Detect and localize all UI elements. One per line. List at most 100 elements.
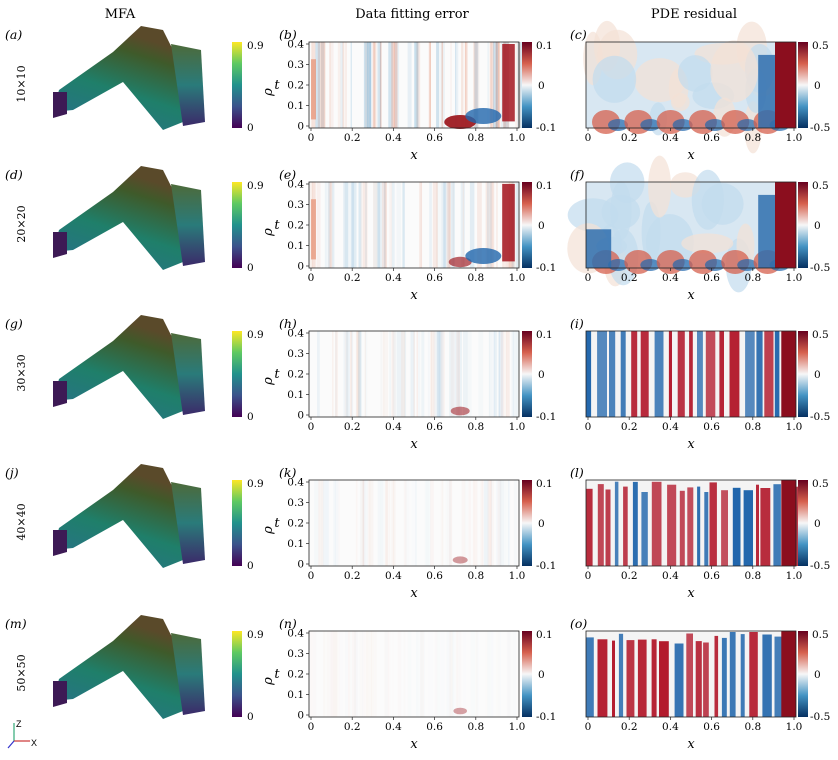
error-stripe [365,182,367,268]
residual-xtick-label: 1.0 [786,132,803,144]
residual-xtick-label: 0 [585,272,592,284]
residual-colorbar [798,631,808,717]
residual-stripe [756,331,763,417]
error-ytick-label: 0.2 [287,220,304,232]
error-stripe [492,331,496,417]
row-label: 30×30 [15,354,28,391]
error-edge-band [502,184,515,262]
error-stripe [477,182,482,268]
error-cbar-tick-mid: 0 [538,220,545,232]
error-stripe [491,480,493,566]
error-stripe [443,42,445,128]
residual-edge-band [775,182,796,268]
panel-label-mfa: (j) [5,465,19,480]
panel-label-error: (e) [279,167,296,182]
error-stripe [487,182,492,268]
error-stripe [513,182,517,268]
error-stripe [396,182,401,268]
error-stripe [464,42,467,128]
residual-cbar-tick-top: 0.5 [812,478,829,490]
error-stripe [391,42,395,128]
mfa-cbar-tick-top: 0.9 [247,629,264,641]
residual-corner [586,229,612,268]
mfa-surface [53,315,183,419]
error-ylabel: t [274,516,280,531]
error-stripe [358,331,362,417]
error-stripe [384,182,387,268]
error-stripe [496,42,500,128]
error-stripe [335,331,337,417]
error-stripe [410,331,411,417]
residual-cbar-tick-bottom: -0.5 [810,711,830,723]
error-stripe [487,631,490,717]
error-stripe [392,182,395,268]
residual-xlabel: x [687,586,695,601]
residual-stripe [618,633,624,717]
error-field-bg [309,331,519,417]
error-stripe [445,182,450,268]
error-stripe [420,631,424,717]
residual-xtick-label: 1.0 [786,570,803,582]
row-label: 10×10 [15,65,28,102]
error-stripe [488,331,493,417]
error-stripe [440,331,445,417]
error-stripe [414,331,415,417]
error-stripe [335,331,338,417]
residual-blob [634,58,686,103]
residual-stripe [721,490,728,566]
error-left-band [311,59,316,120]
residual-plot-frame [585,479,797,567]
mfa-cbar-tick-top: 0.9 [247,329,264,341]
mfa-base [53,381,67,407]
error-stripe [393,631,394,717]
error-xtick-label: 0.6 [426,132,443,144]
error-stripe [377,182,383,268]
error-stripe [315,42,321,128]
residual-stripe [764,331,774,417]
mfa-surface-fold [171,633,205,715]
residual-xtick-label: 0 [585,570,592,582]
residual-stripe [637,639,647,717]
error-xtick-label: 0.8 [467,132,484,144]
residual-xtick-label: 0.8 [744,721,761,733]
error-cbar-tick-bottom: -0.1 [536,411,556,423]
error-colorbar [522,480,532,566]
panel-label-mfa: (m) [5,616,27,631]
error-stripe [485,182,490,268]
error-stripe [411,331,415,417]
error-stripe [452,182,455,268]
error-stripe [358,182,361,268]
error-cbar-tick-bottom: -0.1 [536,262,556,274]
mfa-cbar-symbol: ρ [261,228,276,237]
figure-row: (g) (h) (i) 30×30 0.9 0 ρ 0.4 0.3 0.2 0.1 0 t 0 0.2 0.4… [5,315,830,452]
residual-xtick-label: 0.6 [703,272,720,284]
error-ytick-label: 0.2 [287,80,304,92]
error-cbar-tick-top: 0.1 [536,478,553,490]
error-stripe [489,182,494,268]
residual-stripe [729,331,740,417]
residual-stripe [721,637,727,717]
error-stripe [518,42,521,128]
error-stripe [388,631,391,717]
row-label: 40×40 [15,503,28,540]
error-stripe [404,480,407,566]
error-colorbar [522,331,532,417]
error-stripe [461,42,464,128]
error-stripe [322,480,325,566]
residual-edge-band [758,54,775,128]
error-stripe [480,480,483,566]
error-stripe [385,480,388,566]
residual-stripe [597,331,607,417]
error-xtick-label: 1.0 [509,721,526,733]
error-stripe [368,480,371,566]
figure-row: (j) (k) (l) 40×40 0.9 0 ρ 0.4 0.3 0.2 0.1 0 t 0 0.2 0.4… [5,464,830,601]
residual-stripe [612,640,615,717]
residual-xtick-label: 0.4 [662,272,679,284]
mfa-surface [53,464,183,568]
error-stripe [375,631,377,717]
error-stripe [414,42,420,128]
mfa-colorbar [232,182,242,268]
error-stripe [376,182,381,268]
error-stripe [321,42,325,128]
residual-stripe [609,331,616,417]
